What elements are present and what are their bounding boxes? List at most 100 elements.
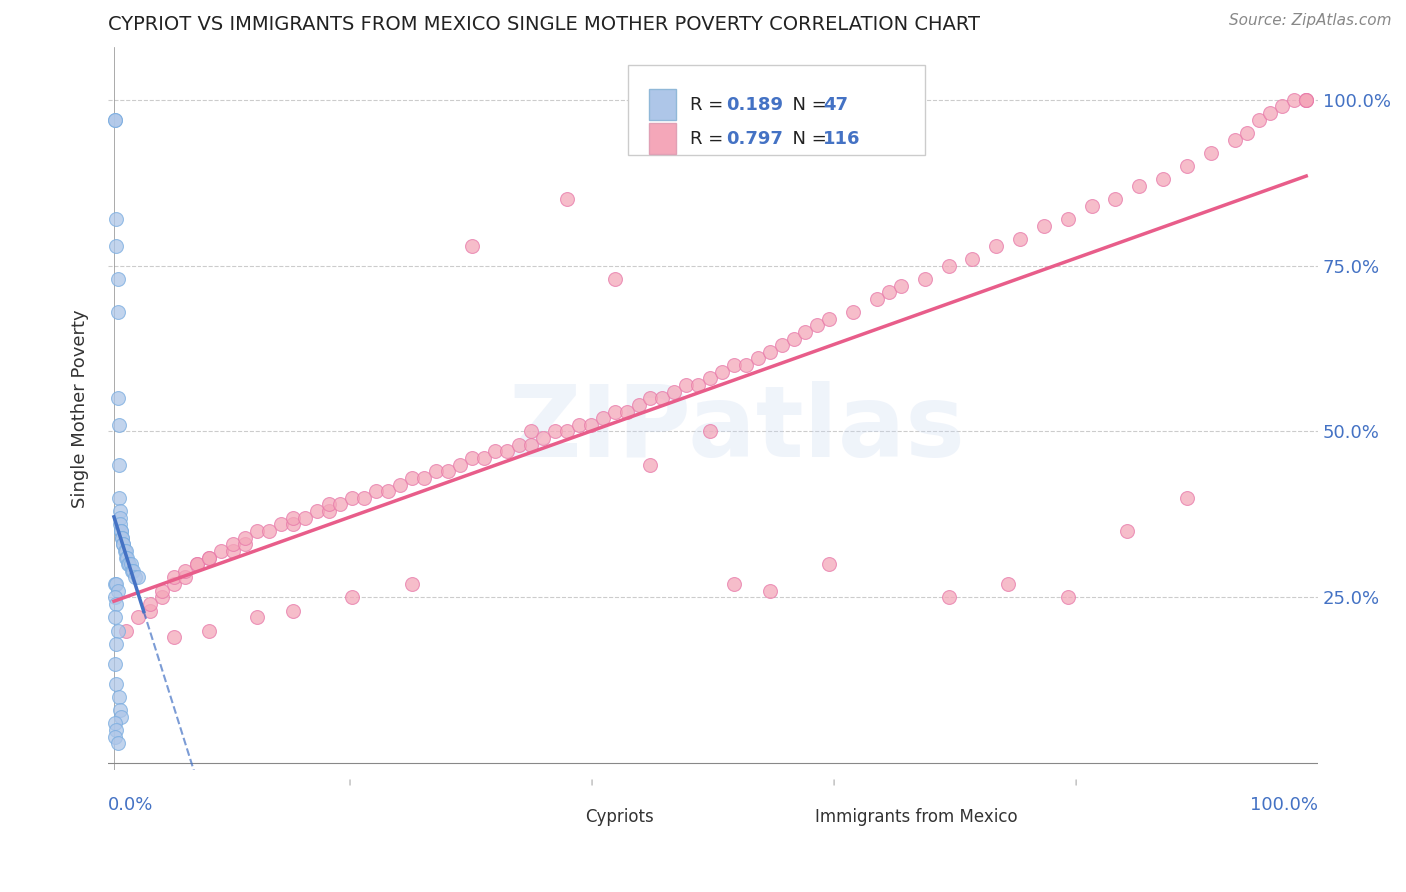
Point: [105, 597, 128, 611]
Point: [366, 484, 388, 499]
Point: [186, 557, 208, 571]
Point: [603, 272, 626, 286]
Point: [1010, 232, 1032, 246]
Point: [174, 570, 197, 584]
Point: [108, 504, 131, 518]
Point: [806, 318, 828, 333]
Point: [938, 259, 960, 273]
Point: [112, 537, 135, 551]
Point: [1223, 132, 1246, 146]
Point: [555, 192, 578, 206]
Point: [162, 577, 184, 591]
Point: [305, 504, 328, 518]
Point: [105, 238, 128, 252]
Point: [112, 537, 135, 551]
Point: [723, 577, 745, 591]
Point: [627, 398, 650, 412]
Point: [342, 591, 364, 605]
Point: [1116, 524, 1139, 538]
Point: [162, 630, 184, 644]
Point: [1295, 93, 1317, 107]
Point: [138, 597, 160, 611]
Point: [699, 425, 721, 439]
Point: [651, 392, 673, 406]
Point: [107, 272, 129, 286]
Point: [115, 544, 138, 558]
Point: [699, 371, 721, 385]
Point: [664, 384, 686, 399]
Point: [1295, 93, 1317, 107]
Point: [124, 570, 146, 584]
Point: [842, 305, 865, 319]
Point: [1175, 491, 1198, 505]
FancyBboxPatch shape: [628, 65, 925, 155]
Point: [150, 591, 173, 605]
Point: [107, 583, 129, 598]
Point: [342, 491, 364, 505]
Point: [110, 524, 132, 538]
Point: [688, 378, 710, 392]
Point: [233, 537, 256, 551]
Text: 0.797: 0.797: [727, 129, 783, 147]
Text: 116: 116: [823, 129, 860, 147]
Point: [938, 591, 960, 605]
Point: [107, 690, 129, 704]
Point: [233, 531, 256, 545]
Point: [222, 537, 245, 551]
Point: [770, 338, 793, 352]
Point: [246, 610, 269, 624]
Point: [107, 305, 129, 319]
Point: [449, 458, 471, 472]
Point: [138, 604, 160, 618]
Point: [108, 510, 131, 524]
Point: [401, 471, 423, 485]
Point: [198, 624, 221, 638]
Point: [107, 458, 129, 472]
Point: [198, 550, 221, 565]
Point: [794, 325, 817, 339]
Bar: [650, 89, 675, 120]
Point: [186, 557, 208, 571]
Text: Immigrants from Mexico: Immigrants from Mexico: [814, 808, 1018, 826]
Point: [520, 425, 543, 439]
Text: CYPRIOT VS IMMIGRANTS FROM MEXICO SINGLE MOTHER POVERTY CORRELATION CHART: CYPRIOT VS IMMIGRANTS FROM MEXICO SINGLE…: [108, 15, 980, 34]
Point: [122, 564, 145, 578]
Point: [1247, 112, 1270, 127]
Point: [105, 212, 128, 227]
Text: Source: ZipAtlas.com: Source: ZipAtlas.com: [1229, 13, 1392, 29]
Point: [472, 450, 495, 465]
Point: [496, 444, 519, 458]
Text: 0.189: 0.189: [727, 95, 783, 113]
Y-axis label: Single Mother Poverty: Single Mother Poverty: [72, 309, 89, 508]
Point: [246, 524, 269, 538]
Point: [105, 637, 128, 651]
Text: 47: 47: [823, 95, 848, 113]
Point: [110, 524, 132, 538]
Point: [104, 657, 127, 671]
Point: [120, 557, 142, 571]
Point: [107, 491, 129, 505]
Point: [318, 498, 340, 512]
Text: R =: R =: [690, 129, 730, 147]
Point: [711, 365, 734, 379]
Bar: [650, 123, 675, 153]
Point: [1056, 591, 1078, 605]
Point: [107, 392, 129, 406]
Point: [1152, 172, 1174, 186]
Point: [962, 252, 984, 266]
Point: [734, 358, 756, 372]
Point: [818, 557, 841, 571]
Point: [318, 504, 340, 518]
Point: [104, 591, 127, 605]
Point: [209, 544, 232, 558]
Point: [174, 564, 197, 578]
Point: [997, 577, 1019, 591]
Point: [115, 624, 138, 638]
Point: [353, 491, 375, 505]
Text: 0.0%: 0.0%: [108, 796, 153, 814]
Point: [389, 477, 412, 491]
Text: N =: N =: [780, 95, 832, 113]
Point: [104, 716, 127, 731]
Point: [111, 531, 134, 545]
Point: [914, 272, 936, 286]
